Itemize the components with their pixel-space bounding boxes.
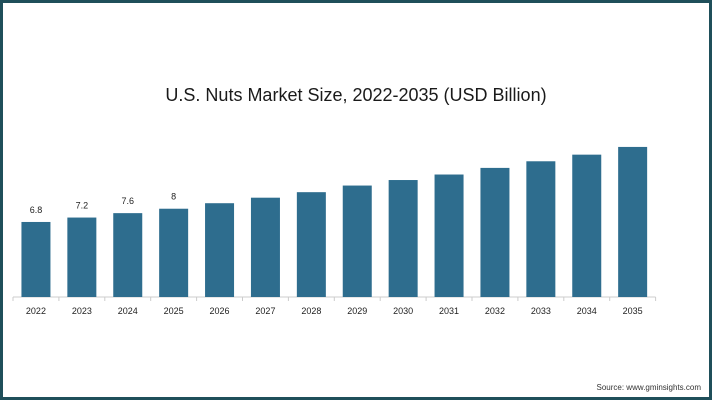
x-tick-label: 2033 [531,306,551,316]
bar-2035 [618,146,648,297]
chart-title: U.S. Nuts Market Size, 2022-2035 (USD Bi… [165,85,547,105]
x-tick-label: 2029 [347,306,367,316]
bar-2034 [572,154,602,297]
x-tick-label: 2026 [210,306,230,316]
bar-2028 [296,192,326,297]
bar-2024 [113,213,143,297]
x-tick-label: 2025 [164,306,184,316]
bar-2031 [434,174,464,297]
bar-2027 [250,197,280,297]
bar-2029 [342,185,372,297]
data-label-2022: 6.8 [30,205,43,215]
x-tick-label: 2024 [118,306,138,316]
bar-2026 [205,203,235,297]
source-note: Source: www.gminsights.com [596,383,701,392]
bar-chart: 2022 6.8 2023 7.2 2024 7.6 2025 8 2026 2027 2028 20… [12,146,657,316]
x-tick-label: 2027 [255,306,275,316]
data-label-2024: 7.6 [121,196,134,206]
bar-2023 [67,217,97,297]
x-tick-label: 2031 [439,306,459,316]
bar-2025 [159,208,189,297]
x-tick-label: 2028 [301,306,321,316]
x-tick-label: 2030 [393,306,413,316]
x-tick-label: 2032 [485,306,505,316]
x-tick-label: 2023 [72,306,92,316]
x-tick-label: 2035 [623,306,643,316]
x-tick-label: 2034 [577,306,597,316]
data-label-2023: 7.2 [76,201,89,211]
bar-2022 [21,221,51,297]
bar-2033 [526,161,556,297]
bar-2032 [480,167,510,297]
x-tick-label: 2022 [26,306,46,316]
bar-2030 [388,180,418,297]
data-label-2025: 8 [171,192,176,202]
